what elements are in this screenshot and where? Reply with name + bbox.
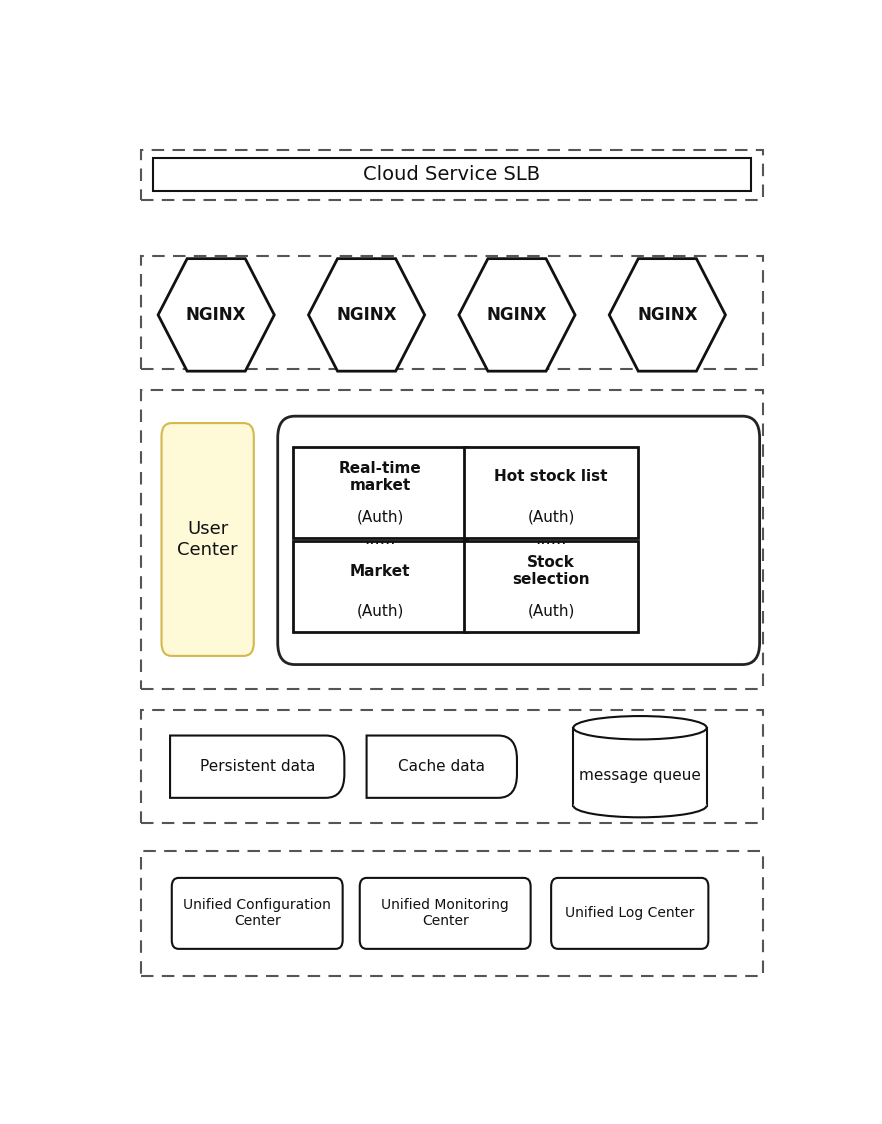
Polygon shape	[158, 259, 274, 371]
PathPatch shape	[170, 735, 344, 798]
Text: Persistent data: Persistent data	[199, 759, 315, 774]
Text: Stock
selection: Stock selection	[512, 555, 590, 587]
Bar	[464, 447, 639, 537]
Text: Unified Configuration
Center: Unified Configuration Center	[183, 898, 331, 928]
Text: NGINX: NGINX	[186, 306, 246, 324]
Bar	[293, 447, 467, 537]
Text: (Auth): (Auth)	[356, 509, 404, 524]
Text: (Auth): (Auth)	[356, 604, 404, 618]
Bar	[141, 149, 763, 200]
Text: ......: ......	[364, 531, 396, 549]
Bar	[141, 390, 763, 689]
Text: Hot stock list: Hot stock list	[495, 469, 608, 484]
Text: Unified Monitoring
Center: Unified Monitoring Center	[381, 898, 509, 928]
FancyBboxPatch shape	[551, 878, 708, 949]
Bar	[573, 727, 706, 806]
FancyBboxPatch shape	[278, 416, 759, 664]
Text: ......: ......	[535, 531, 567, 549]
PathPatch shape	[367, 735, 517, 798]
Polygon shape	[459, 259, 575, 371]
Polygon shape	[309, 259, 425, 371]
Text: Unified Log Center: Unified Log Center	[565, 906, 694, 921]
Text: NGINX: NGINX	[336, 306, 397, 324]
Text: Cache data: Cache data	[399, 759, 485, 774]
Bar	[141, 256, 763, 369]
Text: (Auth): (Auth)	[527, 604, 575, 618]
Text: NGINX: NGINX	[637, 306, 698, 324]
Text: (Auth): (Auth)	[527, 509, 575, 524]
Text: Cloud Service SLB: Cloud Service SLB	[363, 165, 541, 184]
Bar	[153, 158, 751, 191]
Bar	[141, 851, 763, 976]
Polygon shape	[609, 259, 726, 371]
Text: message queue: message queue	[579, 768, 701, 782]
Bar	[293, 542, 467, 632]
FancyBboxPatch shape	[172, 878, 343, 949]
Text: Real-time
market: Real-time market	[339, 461, 422, 493]
Ellipse shape	[573, 716, 706, 740]
Bar	[141, 710, 763, 823]
Ellipse shape	[573, 794, 706, 817]
Text: User
Center: User Center	[177, 520, 238, 559]
Bar	[464, 542, 639, 632]
FancyBboxPatch shape	[360, 878, 531, 949]
FancyBboxPatch shape	[161, 423, 254, 656]
Text: Market: Market	[350, 563, 410, 579]
Text: NGINX: NGINX	[487, 306, 547, 324]
